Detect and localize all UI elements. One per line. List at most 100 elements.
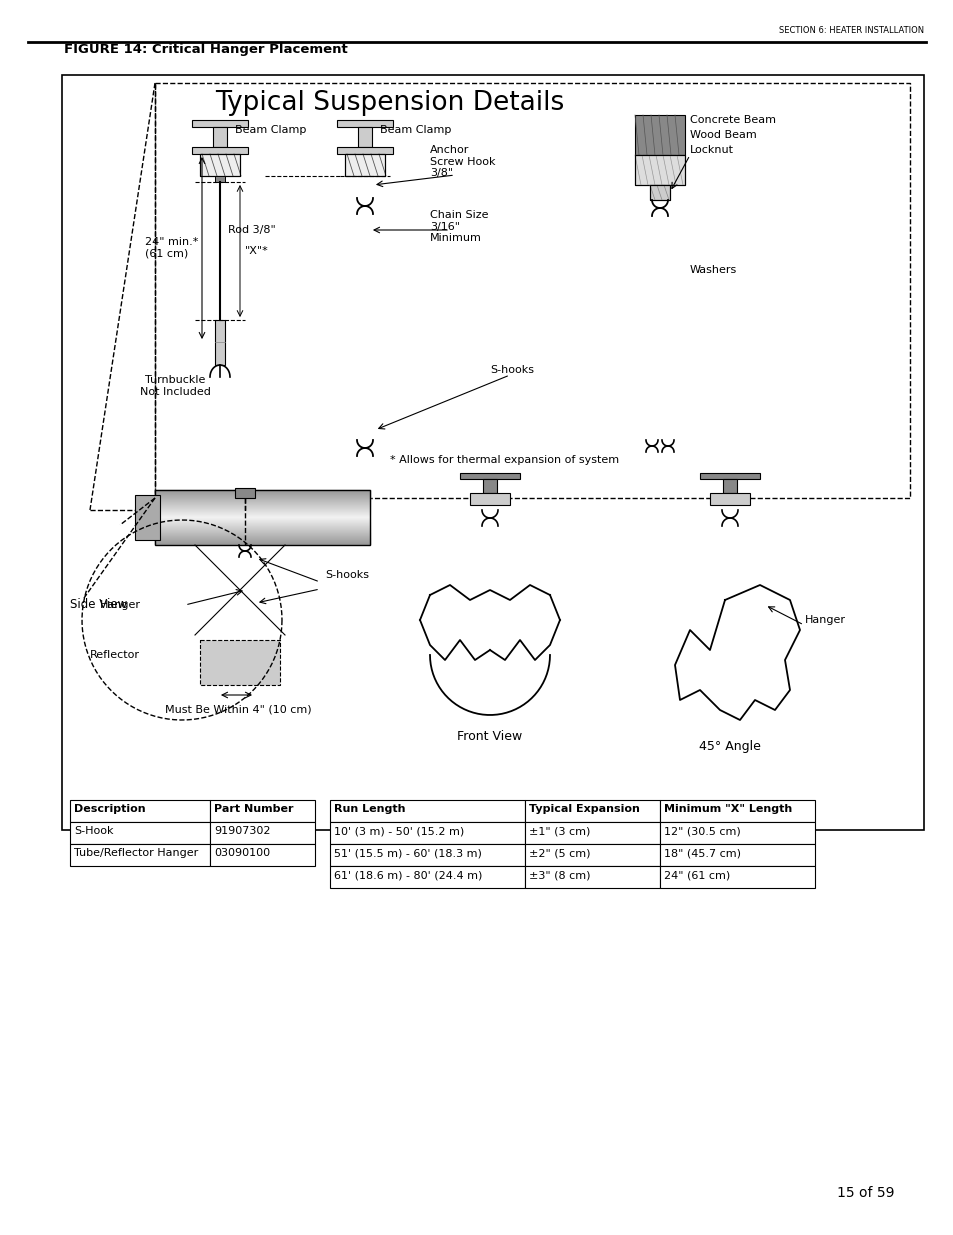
Bar bbox=[200, 640, 280, 685]
Ellipse shape bbox=[365, 375, 371, 385]
Ellipse shape bbox=[652, 405, 657, 415]
Ellipse shape bbox=[661, 224, 667, 232]
Ellipse shape bbox=[358, 389, 365, 399]
Ellipse shape bbox=[723, 558, 729, 566]
Ellipse shape bbox=[652, 378, 657, 387]
Bar bbox=[659, 800, 814, 823]
Bar bbox=[336, 147, 393, 154]
Ellipse shape bbox=[365, 403, 371, 412]
Text: S-hooks: S-hooks bbox=[490, 366, 534, 375]
Ellipse shape bbox=[358, 347, 365, 357]
Ellipse shape bbox=[241, 587, 246, 595]
Text: Concrete Beam: Concrete Beam bbox=[689, 115, 775, 125]
Bar bbox=[345, 154, 385, 177]
Ellipse shape bbox=[646, 350, 651, 358]
Text: Reflector: Reflector bbox=[90, 650, 140, 659]
Text: Anchor
Screw Hook
3/8": Anchor Screw Hook 3/8" bbox=[430, 144, 495, 178]
Ellipse shape bbox=[668, 321, 673, 331]
Text: Locknut: Locknut bbox=[689, 144, 733, 156]
Text: Description: Description bbox=[74, 804, 146, 814]
Ellipse shape bbox=[661, 252, 667, 261]
Bar bbox=[635, 115, 684, 156]
Text: 15 of 59: 15 of 59 bbox=[837, 1186, 894, 1200]
Ellipse shape bbox=[241, 599, 246, 606]
Bar bbox=[330, 823, 524, 844]
Ellipse shape bbox=[365, 361, 371, 370]
Ellipse shape bbox=[358, 403, 365, 412]
Ellipse shape bbox=[365, 263, 371, 273]
Bar bbox=[649, 185, 669, 200]
Ellipse shape bbox=[245, 622, 251, 631]
Text: Beam Clamp: Beam Clamp bbox=[234, 125, 306, 135]
Ellipse shape bbox=[668, 237, 673, 247]
Bar bbox=[210, 844, 314, 866]
Ellipse shape bbox=[365, 305, 371, 315]
Ellipse shape bbox=[668, 378, 673, 387]
Circle shape bbox=[461, 627, 517, 683]
Text: Rod 3/8": Rod 3/8" bbox=[228, 225, 275, 235]
Bar bbox=[709, 493, 749, 505]
Ellipse shape bbox=[668, 266, 673, 274]
Ellipse shape bbox=[661, 266, 667, 274]
Ellipse shape bbox=[365, 249, 371, 259]
Ellipse shape bbox=[365, 319, 371, 329]
Ellipse shape bbox=[245, 599, 251, 606]
Bar bbox=[482, 479, 497, 493]
Ellipse shape bbox=[723, 582, 729, 590]
Bar bbox=[459, 473, 519, 479]
Ellipse shape bbox=[358, 249, 365, 259]
Ellipse shape bbox=[365, 389, 371, 399]
Ellipse shape bbox=[652, 252, 657, 261]
Bar bbox=[336, 120, 393, 127]
Bar bbox=[330, 800, 524, 823]
Ellipse shape bbox=[661, 433, 667, 442]
Ellipse shape bbox=[661, 350, 667, 358]
Ellipse shape bbox=[652, 336, 657, 345]
Ellipse shape bbox=[668, 294, 673, 303]
Ellipse shape bbox=[668, 405, 673, 415]
Ellipse shape bbox=[358, 277, 365, 287]
Ellipse shape bbox=[668, 391, 673, 400]
Ellipse shape bbox=[490, 534, 495, 542]
Text: Turnbuckle
Not Included: Turnbuckle Not Included bbox=[139, 375, 211, 396]
Ellipse shape bbox=[245, 635, 251, 643]
Text: Washers: Washers bbox=[689, 266, 737, 275]
Ellipse shape bbox=[668, 433, 673, 442]
Ellipse shape bbox=[730, 582, 735, 590]
Text: FIGURE 14: Critical Hanger Placement: FIGURE 14: Critical Hanger Placement bbox=[64, 43, 348, 56]
Ellipse shape bbox=[723, 546, 729, 555]
Ellipse shape bbox=[730, 534, 735, 542]
Bar bbox=[210, 800, 314, 823]
Ellipse shape bbox=[668, 350, 673, 358]
Ellipse shape bbox=[646, 420, 651, 429]
Bar bbox=[213, 127, 227, 147]
Ellipse shape bbox=[646, 391, 651, 400]
Ellipse shape bbox=[490, 558, 495, 566]
Ellipse shape bbox=[646, 224, 651, 232]
Text: ±3" (8 cm): ±3" (8 cm) bbox=[529, 869, 590, 881]
Ellipse shape bbox=[245, 611, 251, 619]
Ellipse shape bbox=[668, 279, 673, 289]
Text: 18" (45.7 cm): 18" (45.7 cm) bbox=[663, 848, 740, 858]
Ellipse shape bbox=[661, 405, 667, 415]
Ellipse shape bbox=[358, 221, 365, 231]
Ellipse shape bbox=[652, 391, 657, 400]
Bar bbox=[635, 156, 684, 185]
Bar bbox=[330, 866, 524, 888]
Bar bbox=[524, 866, 659, 888]
Bar bbox=[524, 800, 659, 823]
Text: 10' (3 m) - 50' (15.2 m): 10' (3 m) - 50' (15.2 m) bbox=[334, 826, 464, 836]
Bar bbox=[635, 156, 684, 185]
Ellipse shape bbox=[358, 235, 365, 245]
Text: ±2" (5 cm): ±2" (5 cm) bbox=[529, 848, 590, 858]
Text: S-hooks: S-hooks bbox=[325, 571, 369, 580]
Ellipse shape bbox=[661, 336, 667, 345]
Ellipse shape bbox=[730, 558, 735, 566]
Ellipse shape bbox=[652, 350, 657, 358]
Text: 61' (18.6 m) - 80' (24.4 m): 61' (18.6 m) - 80' (24.4 m) bbox=[334, 869, 482, 881]
Text: Hanger: Hanger bbox=[804, 615, 845, 625]
Ellipse shape bbox=[365, 277, 371, 287]
Ellipse shape bbox=[365, 333, 371, 343]
Ellipse shape bbox=[652, 266, 657, 274]
Text: Part Number: Part Number bbox=[213, 804, 294, 814]
